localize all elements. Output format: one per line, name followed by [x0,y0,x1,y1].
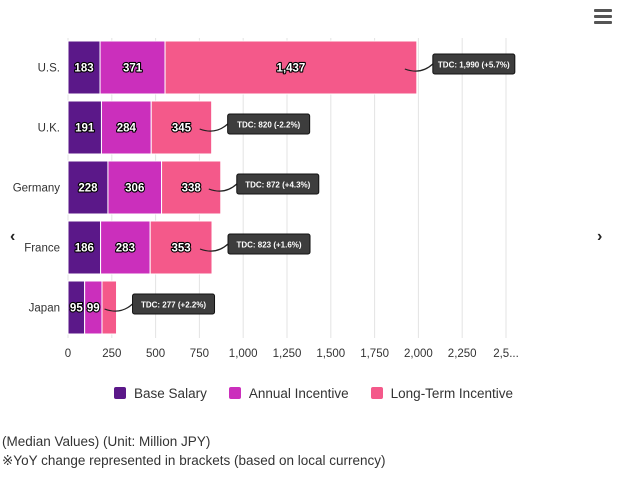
bar-segment [161,160,222,215]
bar-segment [67,100,102,155]
legend-swatch-long-term-incentive [370,387,383,399]
annotation-label: TDC: 277 (+2.2%) [141,301,206,310]
bar-segment [67,220,102,275]
data-label: 353 [171,243,190,255]
bar-segment [149,220,213,275]
x-tick-label: 1,750 [360,348,389,360]
annotation-connector [208,183,238,192]
next-arrow-icon[interactable]: › [597,228,603,245]
bar-segment [67,160,109,215]
data-label: 228 [78,183,98,195]
annotation-connector [199,243,229,252]
data-label: 284 [117,123,137,135]
x-tick-label: 750 [190,348,209,360]
x-tick-label: 2,250 [448,348,477,360]
x-tick-label: 0 [65,348,71,360]
x-tick-label: 1,500 [316,348,345,360]
legend-label: Base Salary [134,385,207,401]
annotation-connector [404,63,434,72]
chart-legend: Base Salary Annual Incentive Long-Term I… [0,383,627,403]
x-tick-label: 2,5... [493,348,519,360]
category-label: U.K. [38,123,60,135]
category-label: France [24,243,60,255]
bar-segment [150,100,213,155]
data-label: 345 [172,123,192,135]
bar-segment [99,40,166,95]
bar-segment [164,40,418,95]
category-label: Japan [29,303,60,315]
bar-segment [100,220,151,275]
note-yoy: ※YoY change represented in brackets (bas… [2,453,386,468]
annotation-connector [199,123,229,132]
legend-label: Annual Incentive [248,385,349,401]
bar-segment [100,100,152,155]
bar-segment [107,160,163,215]
legend-item-base-salary[interactable]: Base Salary [114,383,207,403]
legend-item-annual-incentive[interactable]: Annual Incentive [228,383,349,403]
annotation-box [227,233,311,255]
category-label: U.S. [38,63,60,75]
data-label: 95 [70,303,83,315]
data-label: 306 [125,183,144,195]
x-tick-label: 2,000 [404,348,433,360]
x-tick-label: 1,000 [229,348,258,360]
data-label: 283 [116,243,135,255]
data-label: 183 [74,63,93,75]
annotation-box [132,293,216,315]
data-label: 191 [75,123,95,135]
annotation-connector [104,303,133,312]
annotation-box [227,113,311,135]
note-units: (Median Values) (Unit: Million JPY) [2,434,211,449]
annotation-label: TDC: 872 (+4.3%) [245,181,310,190]
annotation-label: TDC: 823 (+1.6%) [236,241,301,250]
data-label: 186 [75,243,94,255]
data-label: 371 [123,63,143,75]
legend-label: Long-Term Incentive [390,385,513,401]
bar-segment [101,280,118,335]
x-tick-label: 1,250 [273,348,302,360]
data-label: 338 [182,183,202,195]
annotation-box [432,53,516,75]
bar-segment [67,40,101,95]
data-label: 99 [87,303,100,315]
hamburger-menu-icon[interactable] [591,7,615,27]
previous-arrow-icon[interactable]: ‹ [10,228,16,245]
data-label: 1,437 [277,63,306,75]
stacked-bar-chart: 0 250 500 750 1,000 1,250 1,500 1,750 2,000 2,250… [13,38,519,360]
x-tick-label: 500 [146,348,165,360]
annotation-label: TDC: 1,990 (+5.7%) [438,61,510,70]
category-label: Germany [13,183,61,195]
chart-notes: (Median Values) (Unit: Million JPY) ※YoY… [2,432,386,470]
legend-item-long-term-incentive[interactable]: Long-Term Incentive [370,383,513,403]
legend-swatch-base-salary [114,387,127,399]
annotation-box [236,173,320,195]
annotation-label: TDC: 820 (-2.2%) [237,121,300,130]
legend-swatch-annual-incentive [228,387,241,399]
x-tick-label: 250 [102,348,121,360]
